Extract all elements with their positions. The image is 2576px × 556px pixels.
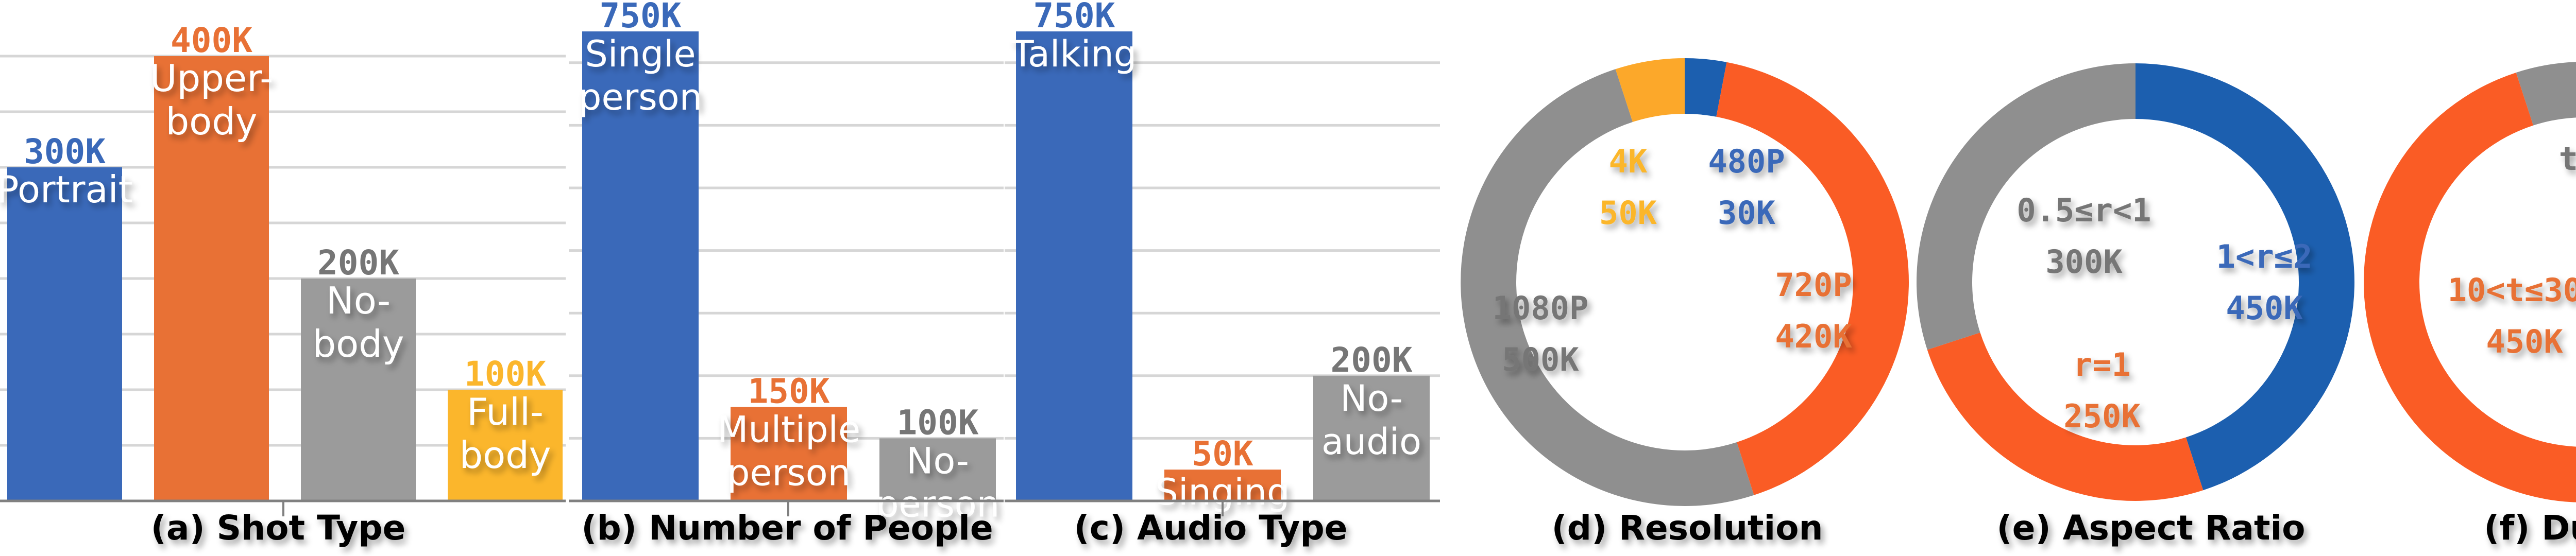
value-label: 100K — [464, 354, 546, 394]
value-label: 150K — [748, 372, 830, 411]
chart-title: (c) Audio Type — [1074, 508, 1348, 548]
chart-title: (e) Aspect Ratio — [1997, 508, 2306, 548]
bar-talking — [1016, 31, 1132, 501]
bar-portrait — [7, 167, 122, 501]
slice-category-label: 1080P — [1493, 289, 1589, 327]
bar-single-person — [582, 31, 699, 501]
donut-slice-480p — [1685, 58, 1727, 117]
category-label: Talking — [1011, 33, 1137, 75]
donut-slice-720p — [1716, 62, 1909, 495]
bar-no-body — [301, 279, 416, 501]
category-label: person — [727, 452, 851, 494]
value-label: 300K — [24, 132, 106, 171]
category-label: Single — [585, 33, 696, 75]
chart-title: (a) Shot Type — [151, 508, 405, 548]
value-label: 100K — [897, 403, 979, 442]
category-label: No- — [1340, 377, 1403, 420]
chart-title: (b) Number of People — [581, 508, 993, 548]
donut-slice-0-5-r-1 — [1917, 63, 2136, 350]
category-label: Full- — [467, 390, 544, 433]
bar-no-audio — [1313, 375, 1430, 501]
category-label: body — [459, 433, 551, 477]
category-label: Portrait — [0, 168, 133, 211]
value-label: 200K — [1331, 340, 1413, 380]
category-label: person — [876, 483, 999, 525]
slice-value-label: 30K — [1718, 194, 1776, 232]
bar-upper-body — [154, 56, 269, 501]
value-label: 750K — [1033, 0, 1115, 36]
slice-category-label: 720P — [1775, 266, 1852, 304]
donut-chart-e-aspect-ratio: 1<r≤2 450K r=1 250K 0.5≤r<1 300K (e) Aspect Ra… — [1917, 63, 2354, 548]
category-label: Multiple — [717, 409, 860, 451]
donut-slice-t-30s — [2516, 62, 2576, 126]
bar-no-person — [879, 438, 996, 501]
value-label: 50K — [1192, 434, 1253, 474]
value-label: 750K — [600, 0, 682, 36]
bar-multiple-person — [731, 407, 847, 501]
value-label: 200K — [317, 243, 399, 283]
slice-category-label: 4K — [1609, 143, 1648, 180]
category-label: audio — [1321, 421, 1421, 463]
slice-category-label: t>30s — [2559, 140, 2576, 178]
donut-chart-f-duration: t≤10s500K10<t≤30s450Kt>30s50K(f) Duratio… — [2364, 62, 2576, 548]
bar-chart-b-number-of-people: 750KSingleperson150KMultipleperson100KNo… — [569, 0, 1004, 548]
slice-value-label: 420K — [1775, 318, 1852, 355]
chart-title: (d) Resolution — [1552, 508, 1823, 548]
category-label: Upper- — [150, 57, 273, 100]
slice-category-label: 10<t≤30s — [2448, 271, 2576, 309]
slice-category-label: 480P — [1708, 143, 1785, 180]
category-label: No- — [906, 440, 969, 482]
slice-value-label: 300K — [2045, 243, 2123, 281]
bar-singing — [1164, 470, 1281, 501]
donut-slice-r-1 — [1927, 332, 2204, 501]
donut-slice-4k — [1615, 58, 1685, 123]
category-label: body — [312, 322, 404, 366]
category-label: body — [165, 100, 257, 143]
slice-value-label: 450K — [2226, 289, 2303, 327]
donut-chart-d-resolution: 480P 30K 720P 420K 1080P 500K 4K 50K (d) Resolut… — [1461, 58, 1909, 548]
donut-slice-1-r-2 — [2136, 63, 2354, 491]
value-label: 400K — [171, 21, 252, 60]
slice-value-label: 250K — [2063, 397, 2141, 435]
chart-title: (f) Duration — [2484, 508, 2576, 548]
category-label: No- — [326, 279, 391, 322]
slice-value-label: 50K — [1599, 194, 1657, 232]
bar-full-body — [448, 390, 563, 501]
category-label: person — [579, 76, 702, 118]
donut-slice-1080p — [1461, 69, 1754, 506]
slice-category-label: 1<r≤2 — [2216, 238, 2313, 275]
slice-value-label: 500K — [1502, 341, 1579, 378]
slice-category-label: r=1 — [2073, 346, 2131, 384]
slice-category-label: 0.5≤r<1 — [2016, 192, 2151, 229]
slice-value-label: 450K — [2486, 323, 2563, 360]
donut-slice-10-t-30s — [2364, 72, 2576, 502]
